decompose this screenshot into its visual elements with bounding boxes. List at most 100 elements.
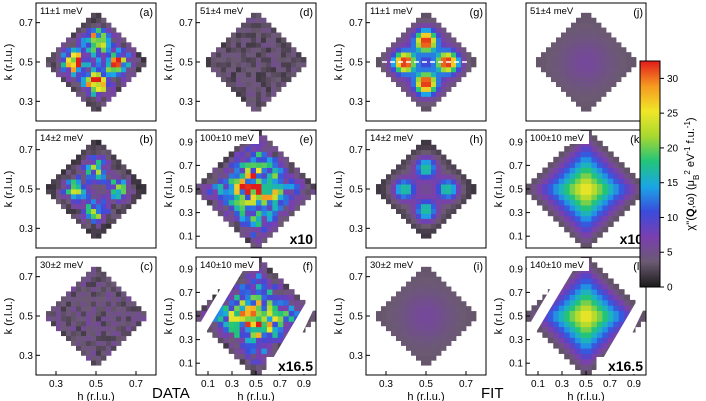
heatmap-cell: [591, 156, 598, 163]
heatmap-cell: [96, 47, 102, 53]
heatmap-cell: [116, 311, 122, 317]
heatmap-cell: [234, 221, 241, 227]
heatmap-cell: [426, 86, 432, 92]
heatmap-cell: [606, 57, 612, 63]
heatmap-cell: [46, 311, 52, 317]
heatmap-cell: [569, 278, 576, 285]
heatmap-cell: [236, 42, 242, 48]
heatmap-cell: [96, 218, 102, 224]
heatmap-cell: [591, 305, 598, 312]
heatmap-cell: [586, 316, 592, 322]
heatmap-cell: [451, 320, 457, 327]
heatmap-cell: [586, 42, 592, 48]
heatmap-cell: [426, 71, 432, 78]
heatmap-cell: [569, 231, 576, 238]
heatmap-cell: [111, 301, 117, 307]
heatmap-cell: [613, 156, 620, 163]
heatmap-cell: [266, 289, 273, 295]
heatmap-cell: [71, 62, 77, 68]
heatmap-cell: [299, 172, 306, 179]
heatmap-cell: [217, 172, 224, 179]
heatmap-cell: [571, 37, 577, 43]
heatmap-cell: [266, 226, 273, 233]
heatmap-cell: [76, 306, 82, 312]
heatmap-cell: [256, 32, 262, 38]
heatmap-cell: [586, 76, 592, 83]
heatmap-cell: [226, 42, 232, 48]
heatmap-cell: [431, 291, 437, 297]
heatmap-cell: [234, 332, 241, 338]
colorbar-tick-label: 15: [667, 178, 679, 189]
heatmap-cell: [566, 27, 572, 33]
heatmap-cell: [411, 71, 417, 78]
heatmap-cell: [266, 27, 272, 33]
heatmap-cell: [121, 164, 127, 170]
heatmap-cell: [272, 326, 279, 333]
heatmap-cell: [291, 66, 297, 73]
heatmap-cell: [569, 210, 576, 217]
energy-box: [197, 131, 259, 144]
heatmap-cell: [288, 183, 295, 190]
heatmap-cell: [456, 193, 462, 200]
heatmap-cell: [116, 203, 122, 210]
heatmap-cell: [245, 226, 251, 233]
heatmap-cell: [212, 199, 219, 206]
heatmap-cell: [421, 213, 427, 219]
heatmap-cell: [391, 179, 397, 185]
heatmap-cell: [586, 294, 592, 301]
heatmap-cell: [406, 164, 412, 170]
heatmap-cell: [411, 218, 417, 224]
heatmap-cell: [111, 42, 117, 48]
heatmap-cell: [91, 320, 97, 327]
heatmap-cell: [261, 66, 267, 73]
heatmap-cell: [602, 310, 609, 317]
heatmap-cell: [246, 22, 252, 28]
heatmap-cell: [239, 348, 246, 354]
heatmap-cell: [56, 71, 62, 78]
x-tick-label: 0.1: [531, 379, 545, 390]
heatmap-cell: [602, 289, 609, 295]
heatmap-cell: [416, 52, 422, 58]
heatmap-cell: [416, 203, 422, 210]
heatmap-cell: [571, 22, 577, 28]
heatmap-cell: [542, 205, 549, 211]
heatmap-cell: [591, 267, 598, 274]
heatmap-cell: [586, 215, 592, 222]
heatmap-cell: [126, 66, 132, 73]
heatmap-cell: [596, 283, 603, 290]
heatmap-cell: [86, 276, 92, 282]
heatmap-cell: [91, 266, 97, 273]
heatmap-cell: [553, 156, 560, 163]
heatmap-cell: [228, 316, 235, 322]
heatmap-cell: [121, 316, 127, 322]
panel-label-box: [622, 131, 645, 146]
heatmap-cell: [277, 151, 284, 158]
heatmap-cell: [226, 57, 232, 63]
heatmap-cell: [416, 218, 422, 224]
heatmap-cell: [426, 159, 432, 165]
heatmap-cell: [91, 22, 97, 28]
heatmap-cell: [226, 37, 232, 43]
heatmap-cell: [111, 330, 117, 337]
heatmap-cell: [91, 106, 97, 112]
heatmap-cell: [236, 52, 242, 58]
heatmap-cell: [547, 305, 554, 312]
heatmap-cell: [571, 32, 577, 38]
heatmap-cell: [635, 194, 641, 201]
heatmap-cell: [426, 139, 432, 146]
heatmap-cell: [558, 167, 565, 174]
energy-label: 30±2 meV: [40, 260, 84, 271]
heatmap-cell: [71, 47, 77, 53]
heatmap-cell: [436, 32, 442, 38]
heatmap-cell: [261, 22, 267, 28]
heatmap-cell: [542, 316, 549, 322]
heatmap-cell: [461, 62, 467, 68]
heatmap-cell: [277, 332, 284, 338]
heatmap-cell: [76, 281, 82, 287]
y-axis-label: k (r.l.u.): [333, 44, 345, 81]
heatmap-cell: [591, 289, 598, 295]
heatmap-cell: [547, 337, 554, 344]
heatmap-cell: [86, 96, 92, 102]
heatmap-cell: [126, 193, 132, 200]
heatmap-cell: [456, 169, 462, 175]
